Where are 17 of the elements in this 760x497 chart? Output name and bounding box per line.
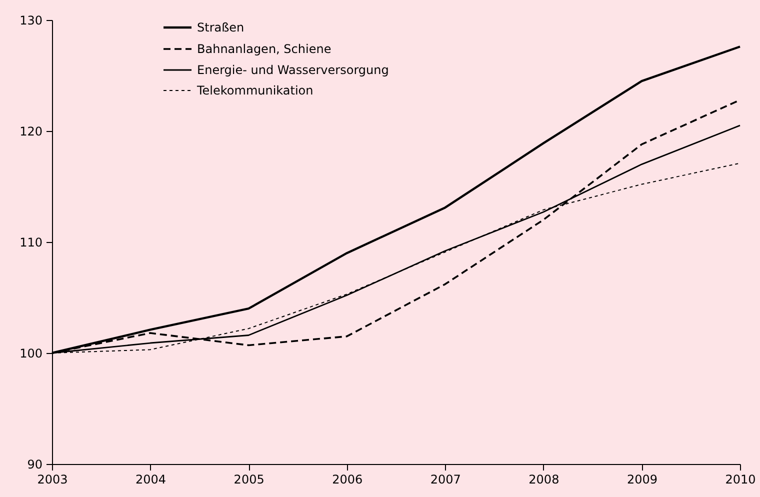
x-tick-label: 2003 (37, 472, 68, 486)
x-tick-label: 2008 (528, 472, 560, 486)
legend-label: Straßen (197, 20, 244, 34)
y-tick-label: 110 (20, 236, 42, 250)
y-tick-label: 130 (20, 14, 42, 28)
y-tick-label: 90 (27, 458, 42, 472)
legend-label: Bahnanlagen, Schiene (197, 42, 332, 56)
x-tick-label: 2006 (332, 472, 363, 486)
x-tick-label: 2010 (725, 472, 756, 486)
y-tick-label: 120 (20, 124, 42, 138)
x-tick-label: 2009 (626, 472, 658, 486)
x-tick-label: 2007 (430, 472, 461, 486)
x-tick-label: 2004 (136, 472, 166, 486)
y-tick-label: 100 (20, 346, 42, 360)
legend-label: Telekommunikation (196, 84, 314, 98)
legend-label: Energie- und Wasserversorgung (197, 63, 389, 77)
x-tick-label: 2005 (234, 472, 264, 486)
